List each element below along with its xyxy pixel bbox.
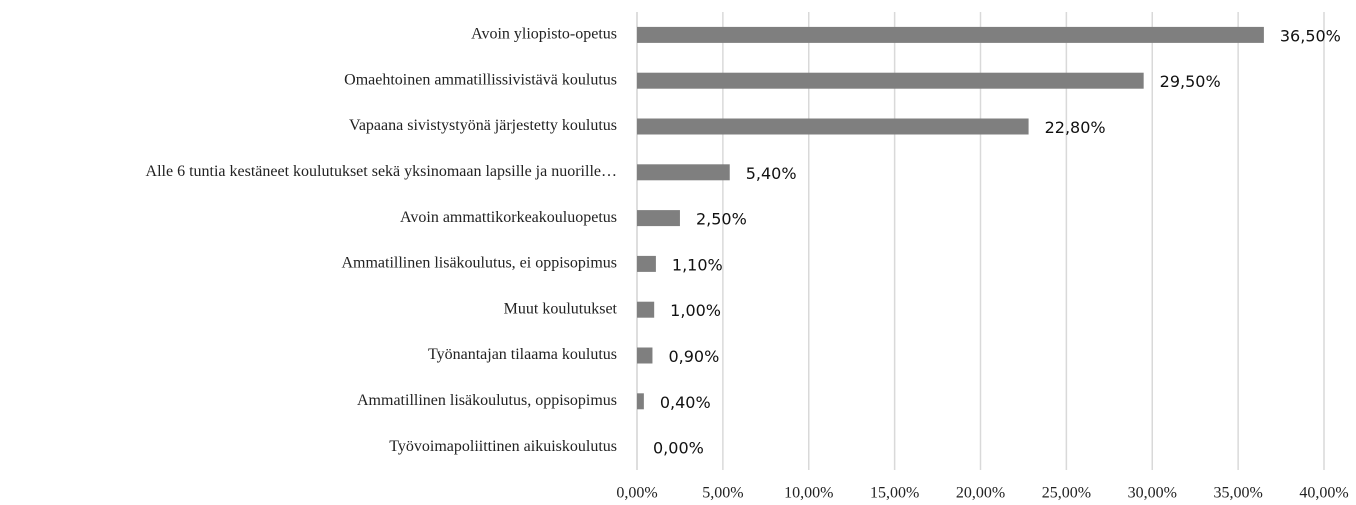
- value-label: 22,80%: [1045, 118, 1106, 137]
- bar: [637, 393, 644, 410]
- value-label: 2,50%: [696, 210, 747, 229]
- category-label: Ammatillinen lisäkoulutus, ei oppisopimu…: [341, 255, 617, 272]
- bar: [637, 26, 1264, 43]
- bar: [637, 347, 653, 364]
- category-label: Muut koulutukset: [504, 300, 618, 317]
- bar: [637, 72, 1144, 89]
- value-label: 36,50%: [1280, 26, 1341, 45]
- value-label: 0,90%: [668, 347, 719, 366]
- x-tick-label: 20,00%: [956, 485, 1005, 502]
- x-tick-label: 25,00%: [1042, 485, 1091, 502]
- value-label: 0,40%: [660, 393, 711, 412]
- bar: [637, 255, 656, 272]
- x-tick-label: 35,00%: [1213, 485, 1262, 502]
- value-label: 0,00%: [653, 439, 704, 458]
- category-label: Avoin yliopisto-opetus: [471, 26, 617, 43]
- category-label: Ammatillinen lisäkoulutus, oppisopimus: [357, 392, 617, 409]
- bar: [637, 164, 730, 181]
- x-tick-label: 15,00%: [870, 485, 919, 502]
- category-label: Alle 6 tuntia kestäneet koulutukset sekä…: [146, 163, 617, 180]
- category-label: Työnantajan tilaama koulutus: [428, 346, 617, 363]
- category-label: Työvoimapoliittinen aikuiskoulutus: [389, 438, 617, 455]
- bar: [637, 210, 680, 227]
- value-label: 1,00%: [670, 301, 721, 320]
- category-label: Avoin ammattikorkeakouluopetus: [400, 209, 617, 226]
- x-tick-label: 30,00%: [1128, 485, 1177, 502]
- category-label: Vapaana sivistystyönä järjestetty koulut…: [349, 117, 617, 134]
- value-label: 29,50%: [1160, 72, 1221, 91]
- value-label: 5,40%: [746, 164, 797, 183]
- category-label: Omaehtoinen ammatillissivistävä koulutus: [344, 71, 617, 88]
- x-tick-label: 5,00%: [702, 485, 743, 502]
- bar: [637, 118, 1029, 135]
- bar: [637, 301, 655, 318]
- x-tick-label: 10,00%: [784, 485, 833, 502]
- x-tick-label: 40,00%: [1299, 485, 1348, 502]
- value-label: 1,10%: [672, 255, 723, 274]
- x-tick-label: 0,00%: [616, 485, 657, 502]
